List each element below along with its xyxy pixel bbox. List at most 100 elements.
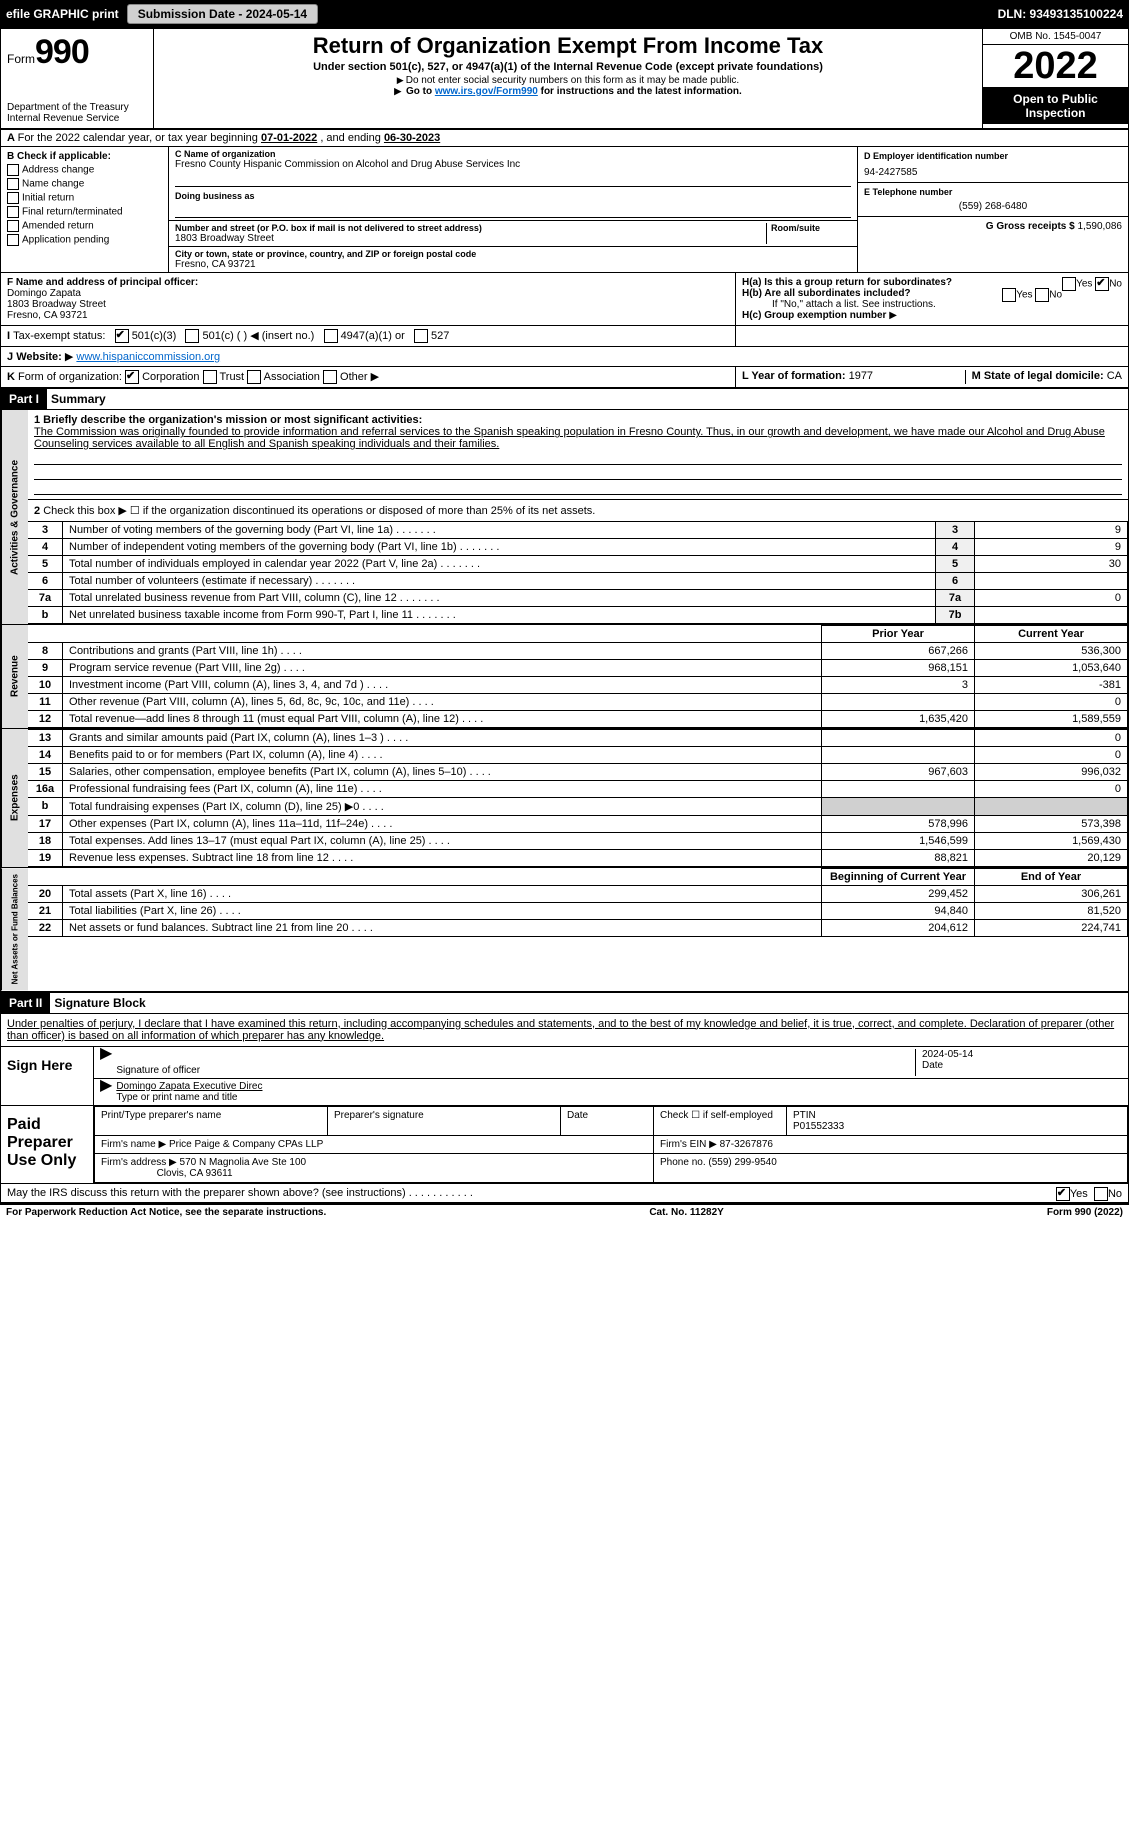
chk-address-change[interactable] [7, 164, 19, 176]
row-num: 15 [28, 764, 63, 781]
b-heading: B Check if applicable: [7, 151, 162, 162]
k-assoc-chk[interactable] [247, 370, 261, 384]
officer-typed-name: Domingo Zapata Executive Direc [116, 1081, 1122, 1092]
i-label: Tax-exempt status: [13, 330, 105, 342]
prior-year-value [822, 747, 975, 764]
row-num: 19 [28, 850, 63, 867]
dept-line-2: Internal Revenue Service [7, 113, 147, 124]
row-a-pre: For the 2022 calendar year, or tax year … [18, 132, 261, 144]
chk-final[interactable] [7, 206, 19, 218]
i-501c3-chk[interactable] [115, 329, 129, 343]
footer-mid: Cat. No. 11282Y [326, 1207, 1047, 1218]
row-text: Total expenses. Add lines 13–17 (must eq… [63, 833, 822, 850]
part2-title: Signature Block [50, 996, 1128, 1010]
hb-no-chk[interactable] [1035, 288, 1049, 302]
row-box: 7a [936, 590, 975, 607]
submission-date-button[interactable]: Submission Date - 2024-05-14 [127, 4, 318, 24]
preparer-table: Print/Type preparer's name Preparer's si… [94, 1106, 1128, 1183]
phone-value: (559) 268-6480 [864, 201, 1122, 212]
m-label: M State of legal domicile: [972, 370, 1104, 382]
part2-hdr: Part II [1, 993, 50, 1013]
sig-date-label: Date [922, 1060, 1122, 1071]
k-label: Form of organization: [18, 371, 122, 383]
k-other-chk[interactable] [323, 370, 337, 384]
row-num: 11 [28, 694, 63, 711]
current-year-value: 0 [975, 694, 1128, 711]
current-year-value: 1,569,430 [975, 833, 1128, 850]
firm-addr1: 570 N Magnolia Ave Ste 100 [180, 1157, 307, 1168]
row-text: Total number of volunteers (estimate if … [63, 573, 936, 590]
k-assoc: Association [264, 371, 320, 383]
mission-text: The Commission was originally founded to… [34, 426, 1122, 450]
row-text: Number of independent voting members of … [63, 539, 936, 556]
row-value: 0 [975, 590, 1128, 607]
room-label: Room/suite [771, 223, 851, 233]
row-num: 22 [28, 920, 63, 937]
line1-label: 1 Briefly describe the organization's mi… [34, 414, 1122, 426]
row-text: Investment income (Part VIII, column (A)… [63, 677, 822, 694]
ha-no-chk[interactable] [1095, 277, 1109, 291]
firm-name-label: Firm's name [101, 1139, 156, 1150]
i-4947-chk[interactable] [324, 329, 338, 343]
discuss-no-chk[interactable] [1094, 1187, 1108, 1201]
phone-label: E Telephone number [864, 187, 1122, 197]
row-num: 13 [28, 730, 63, 747]
row-text: Benefits paid to or for members (Part IX… [63, 747, 822, 764]
hc-label: H(c) Group exemption number [742, 310, 886, 321]
page-footer: For Paperwork Reduction Act Notice, see … [0, 1205, 1129, 1220]
firm-ein-label: Firm's EIN [660, 1139, 706, 1150]
penalties-text: Under penalties of perjury, I declare th… [1, 1014, 1128, 1047]
irs-link[interactable]: www.irs.gov/Form990 [435, 86, 538, 97]
firm-name: Price Paige & Company CPAs LLP [169, 1139, 323, 1150]
k-corp-chk[interactable] [125, 370, 139, 384]
prior-year-value: 1,546,599 [822, 833, 975, 850]
prep-phone-label: Phone no. [660, 1157, 706, 1168]
row-num: 21 [28, 903, 63, 920]
discuss-yes-chk[interactable] [1056, 1187, 1070, 1201]
prep-phone: (559) 299-9540 [708, 1157, 776, 1168]
row-text: Total unrelated business revenue from Pa… [63, 590, 936, 607]
i-527-chk[interactable] [414, 329, 428, 343]
col-b-checkboxes: B Check if applicable: Address change Na… [1, 147, 169, 272]
i-501c-chk[interactable] [185, 329, 199, 343]
row-num: 8 [28, 643, 63, 660]
chk-name-change[interactable] [7, 178, 19, 190]
form-note-1: Do not enter social security numbers on … [158, 75, 978, 86]
current-year-value: 0 [975, 730, 1128, 747]
row-text: Other revenue (Part VIII, column (A), li… [63, 694, 822, 711]
row-text: Grants and similar amounts paid (Part IX… [63, 730, 822, 747]
prior-year-value [822, 781, 975, 798]
chk-pending[interactable] [7, 234, 19, 246]
prior-year-value [822, 694, 975, 711]
current-year-value: 573,398 [975, 816, 1128, 833]
open-to-public: Open to Public Inspection [983, 88, 1128, 124]
chk-initial[interactable] [7, 192, 19, 204]
note2-pre: Go to [406, 86, 435, 97]
col-header: Beginning of Current Year [822, 869, 975, 886]
row-text: Number of voting members of the governin… [63, 522, 936, 539]
ha-yes-chk[interactable] [1062, 277, 1076, 291]
website-link[interactable]: www.hispaniccommission.org [76, 351, 220, 363]
dept-line-1: Department of the Treasury [7, 102, 147, 113]
k-trust-chk[interactable] [203, 370, 217, 384]
i-501c: 501(c) ( ) [203, 330, 248, 342]
row-text: Total assets (Part X, line 16) . . . . [63, 886, 822, 903]
type-name-label: Type or print name and title [116, 1092, 1122, 1103]
dba-label: Doing business as [175, 191, 851, 201]
current-year-value: 1,053,640 [975, 660, 1128, 677]
ha-no: No [1109, 279, 1122, 290]
hb-yes-chk[interactable] [1002, 288, 1016, 302]
row-value [975, 573, 1128, 590]
ptin-value: P01552333 [793, 1121, 1121, 1132]
prior-year-value: 3 [822, 677, 975, 694]
current-year-value: 0 [975, 747, 1128, 764]
k-trust: Trust [219, 371, 244, 383]
l-label: L Year of formation: [742, 370, 846, 382]
row-value: 9 [975, 522, 1128, 539]
addr-label: Number and street (or P.O. box if mail i… [175, 223, 766, 233]
sign-here-label: Sign Here [1, 1047, 93, 1105]
tax-year: 2022 [983, 44, 1128, 88]
chk-amended[interactable] [7, 220, 19, 232]
prep-name-label: Print/Type preparer's name [101, 1110, 321, 1121]
prior-year-value: 1,635,420 [822, 711, 975, 728]
